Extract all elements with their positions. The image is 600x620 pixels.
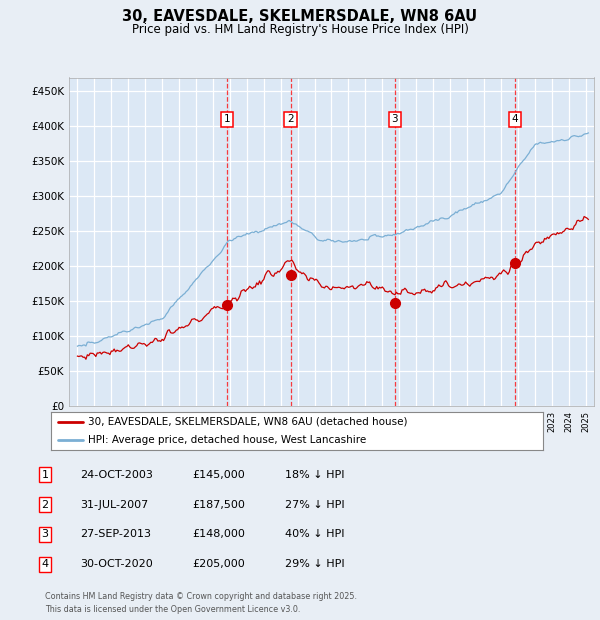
Text: 18% ↓ HPI: 18% ↓ HPI xyxy=(285,470,344,480)
Text: 27-SEP-2013: 27-SEP-2013 xyxy=(80,529,151,539)
Text: 4: 4 xyxy=(512,115,518,125)
Text: 2: 2 xyxy=(287,115,294,125)
Text: 3: 3 xyxy=(392,115,398,125)
Text: 31-JUL-2007: 31-JUL-2007 xyxy=(80,500,148,510)
Text: HPI: Average price, detached house, West Lancashire: HPI: Average price, detached house, West… xyxy=(88,435,366,445)
Text: 27% ↓ HPI: 27% ↓ HPI xyxy=(285,500,344,510)
Text: £205,000: £205,000 xyxy=(192,559,245,569)
Text: 3: 3 xyxy=(41,529,49,539)
Text: £187,500: £187,500 xyxy=(192,500,245,510)
Text: 40% ↓ HPI: 40% ↓ HPI xyxy=(285,529,344,539)
Text: £145,000: £145,000 xyxy=(192,470,245,480)
Text: Price paid vs. HM Land Registry's House Price Index (HPI): Price paid vs. HM Land Registry's House … xyxy=(131,23,469,36)
Text: 29% ↓ HPI: 29% ↓ HPI xyxy=(285,559,344,569)
Text: 1: 1 xyxy=(224,115,230,125)
Text: 24-OCT-2003: 24-OCT-2003 xyxy=(80,470,152,480)
Text: 30, EAVESDALE, SKELMERSDALE, WN8 6AU: 30, EAVESDALE, SKELMERSDALE, WN8 6AU xyxy=(122,9,478,24)
Text: 4: 4 xyxy=(41,559,49,569)
Text: Contains HM Land Registry data © Crown copyright and database right 2025.
This d: Contains HM Land Registry data © Crown c… xyxy=(45,592,357,614)
Text: 2: 2 xyxy=(41,500,49,510)
Text: £148,000: £148,000 xyxy=(192,529,245,539)
Text: 30, EAVESDALE, SKELMERSDALE, WN8 6AU (detached house): 30, EAVESDALE, SKELMERSDALE, WN8 6AU (de… xyxy=(88,417,407,427)
Text: 1: 1 xyxy=(41,470,49,480)
Text: 30-OCT-2020: 30-OCT-2020 xyxy=(80,559,152,569)
